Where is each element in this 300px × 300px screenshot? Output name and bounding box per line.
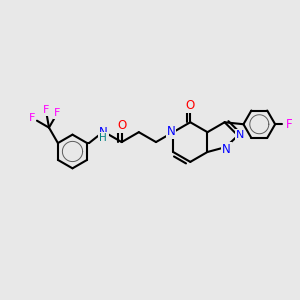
Text: H: H bbox=[99, 133, 107, 143]
Text: O: O bbox=[117, 119, 126, 132]
Text: O: O bbox=[186, 99, 195, 112]
Text: F: F bbox=[29, 113, 35, 123]
Text: N: N bbox=[236, 130, 244, 140]
Text: F: F bbox=[42, 105, 49, 115]
Text: N: N bbox=[167, 125, 176, 138]
Text: F: F bbox=[54, 108, 60, 118]
Text: F: F bbox=[286, 118, 292, 131]
Text: N: N bbox=[99, 126, 108, 139]
Text: N: N bbox=[222, 142, 231, 156]
